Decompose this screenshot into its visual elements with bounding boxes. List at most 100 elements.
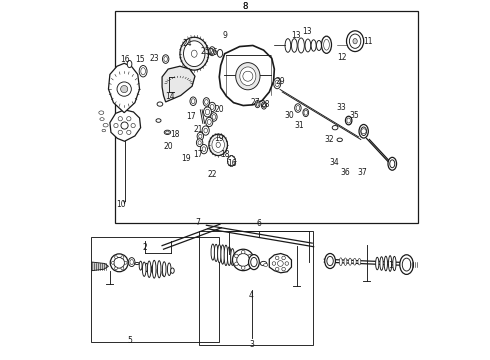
Ellipse shape xyxy=(209,47,215,56)
Text: 8: 8 xyxy=(243,2,247,11)
Ellipse shape xyxy=(345,116,352,125)
Ellipse shape xyxy=(206,117,213,127)
Text: 16: 16 xyxy=(120,55,129,64)
Circle shape xyxy=(110,254,128,272)
Ellipse shape xyxy=(227,156,235,166)
Ellipse shape xyxy=(217,49,222,57)
Ellipse shape xyxy=(99,111,104,114)
Circle shape xyxy=(285,262,289,265)
Text: 1: 1 xyxy=(389,261,393,270)
Ellipse shape xyxy=(263,103,266,108)
Text: 11: 11 xyxy=(364,37,373,46)
Ellipse shape xyxy=(147,261,151,278)
Text: 30: 30 xyxy=(285,111,294,120)
Ellipse shape xyxy=(157,267,160,274)
Text: 2: 2 xyxy=(143,243,147,252)
Ellipse shape xyxy=(102,129,106,132)
Ellipse shape xyxy=(285,39,291,52)
Text: 20: 20 xyxy=(215,105,224,114)
Circle shape xyxy=(275,267,279,271)
Ellipse shape xyxy=(347,118,350,123)
Ellipse shape xyxy=(218,244,221,263)
Ellipse shape xyxy=(103,123,108,127)
Text: 8: 8 xyxy=(243,2,247,11)
Ellipse shape xyxy=(346,31,364,51)
Text: 14: 14 xyxy=(165,92,175,101)
Ellipse shape xyxy=(130,260,133,265)
Polygon shape xyxy=(110,110,141,141)
Text: 26: 26 xyxy=(209,48,219,57)
Text: 15: 15 xyxy=(135,55,145,64)
Ellipse shape xyxy=(207,120,211,125)
Polygon shape xyxy=(108,63,140,113)
Ellipse shape xyxy=(196,139,203,147)
Circle shape xyxy=(115,267,118,270)
Text: 25: 25 xyxy=(200,47,210,56)
Ellipse shape xyxy=(298,38,304,53)
Text: 35: 35 xyxy=(350,111,360,120)
Ellipse shape xyxy=(275,80,279,87)
Circle shape xyxy=(114,123,118,128)
Ellipse shape xyxy=(256,102,259,106)
Text: 16: 16 xyxy=(227,159,237,168)
Ellipse shape xyxy=(135,262,139,265)
Circle shape xyxy=(118,117,122,121)
Ellipse shape xyxy=(292,39,297,52)
Ellipse shape xyxy=(400,255,414,274)
Circle shape xyxy=(361,129,366,134)
Text: 34: 34 xyxy=(329,158,339,167)
Ellipse shape xyxy=(260,261,267,266)
Ellipse shape xyxy=(205,109,210,115)
Ellipse shape xyxy=(100,118,104,121)
Text: 3: 3 xyxy=(249,340,254,349)
Polygon shape xyxy=(162,66,195,102)
Ellipse shape xyxy=(296,105,300,111)
Ellipse shape xyxy=(210,104,214,109)
Text: 13: 13 xyxy=(291,31,301,40)
Ellipse shape xyxy=(202,147,206,152)
Ellipse shape xyxy=(197,132,203,140)
Ellipse shape xyxy=(202,126,209,135)
Ellipse shape xyxy=(305,39,311,52)
Text: 33: 33 xyxy=(336,103,345,112)
Ellipse shape xyxy=(211,113,217,121)
Circle shape xyxy=(127,130,131,135)
Ellipse shape xyxy=(321,36,332,53)
Circle shape xyxy=(235,254,238,258)
Ellipse shape xyxy=(353,39,357,44)
Ellipse shape xyxy=(192,99,195,104)
Ellipse shape xyxy=(203,107,211,117)
Ellipse shape xyxy=(236,63,260,90)
Ellipse shape xyxy=(264,264,268,266)
Circle shape xyxy=(131,123,135,128)
Ellipse shape xyxy=(164,57,168,62)
Ellipse shape xyxy=(210,49,214,54)
Ellipse shape xyxy=(384,256,388,271)
Ellipse shape xyxy=(162,262,166,277)
Ellipse shape xyxy=(353,258,356,265)
Ellipse shape xyxy=(358,258,361,265)
Ellipse shape xyxy=(273,78,281,89)
Ellipse shape xyxy=(349,258,351,265)
Ellipse shape xyxy=(152,260,156,278)
Ellipse shape xyxy=(162,270,165,276)
Ellipse shape xyxy=(212,137,224,152)
Circle shape xyxy=(282,267,285,271)
Ellipse shape xyxy=(251,257,257,267)
Text: 32: 32 xyxy=(325,135,335,144)
Ellipse shape xyxy=(200,144,207,154)
Circle shape xyxy=(243,71,253,81)
Circle shape xyxy=(115,256,118,258)
Ellipse shape xyxy=(212,114,216,119)
Circle shape xyxy=(248,254,252,258)
Ellipse shape xyxy=(203,98,210,106)
Ellipse shape xyxy=(143,262,146,276)
Bar xyxy=(199,231,313,345)
Ellipse shape xyxy=(317,40,321,50)
Ellipse shape xyxy=(127,60,132,68)
Text: 5: 5 xyxy=(127,336,132,345)
Text: 20: 20 xyxy=(163,143,173,152)
Text: 31: 31 xyxy=(295,121,304,130)
Ellipse shape xyxy=(359,125,368,138)
Text: 18: 18 xyxy=(220,150,230,159)
